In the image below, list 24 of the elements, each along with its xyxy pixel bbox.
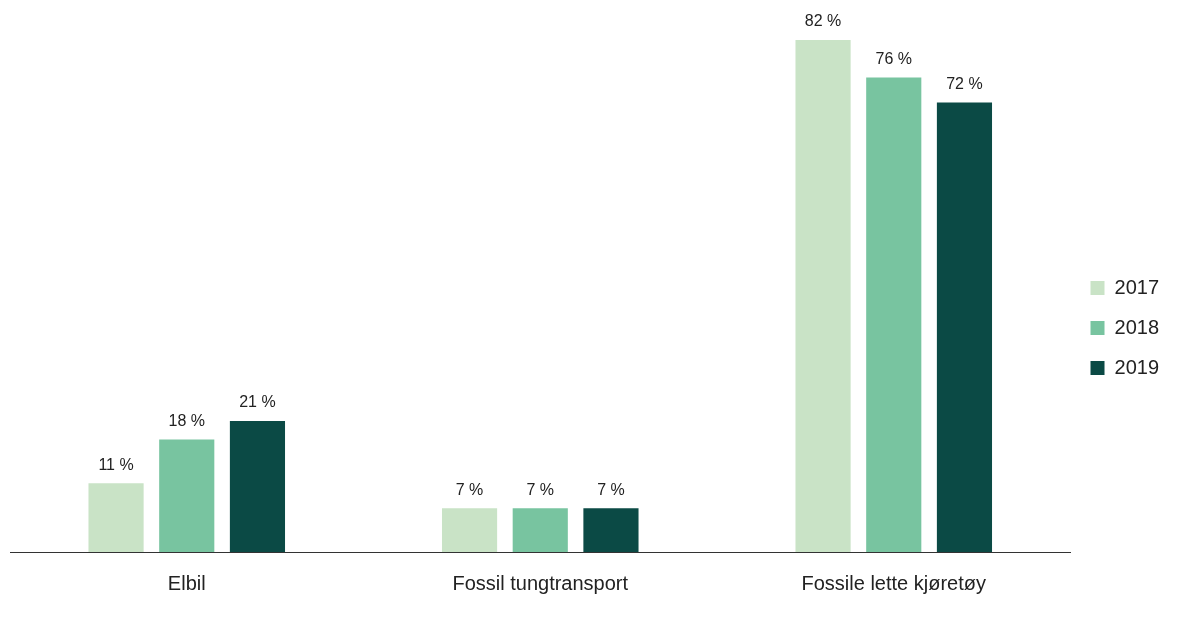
data-label: 11 % bbox=[98, 455, 134, 473]
data-label: 7 % bbox=[597, 480, 625, 498]
data-label: 7 % bbox=[526, 480, 555, 498]
bar bbox=[583, 508, 639, 552]
bar bbox=[159, 439, 215, 552]
bar bbox=[866, 77, 922, 552]
data-label: 21 % bbox=[239, 393, 276, 411]
bar bbox=[441, 508, 498, 552]
data-label: 76 % bbox=[875, 49, 912, 67]
data-label: 82 % bbox=[804, 12, 842, 30]
legend-label: 2019 bbox=[1114, 355, 1160, 378]
x-tick-label: Elbil bbox=[167, 571, 206, 594]
bar bbox=[936, 102, 993, 552]
bar bbox=[88, 483, 144, 552]
x-tick-label: Fossile lette kjøretøy bbox=[801, 571, 986, 594]
data-label: 7 % bbox=[455, 480, 484, 498]
legend-label: 2017 bbox=[1114, 275, 1160, 298]
bar bbox=[795, 40, 851, 552]
x-tick-label: Fossil tungtransport bbox=[452, 571, 629, 594]
data-label: 18 % bbox=[168, 412, 205, 430]
bar bbox=[512, 508, 568, 552]
bar bbox=[229, 420, 286, 552]
legend-label: 2018 bbox=[1114, 315, 1160, 338]
data-label: 72 % bbox=[946, 74, 983, 92]
